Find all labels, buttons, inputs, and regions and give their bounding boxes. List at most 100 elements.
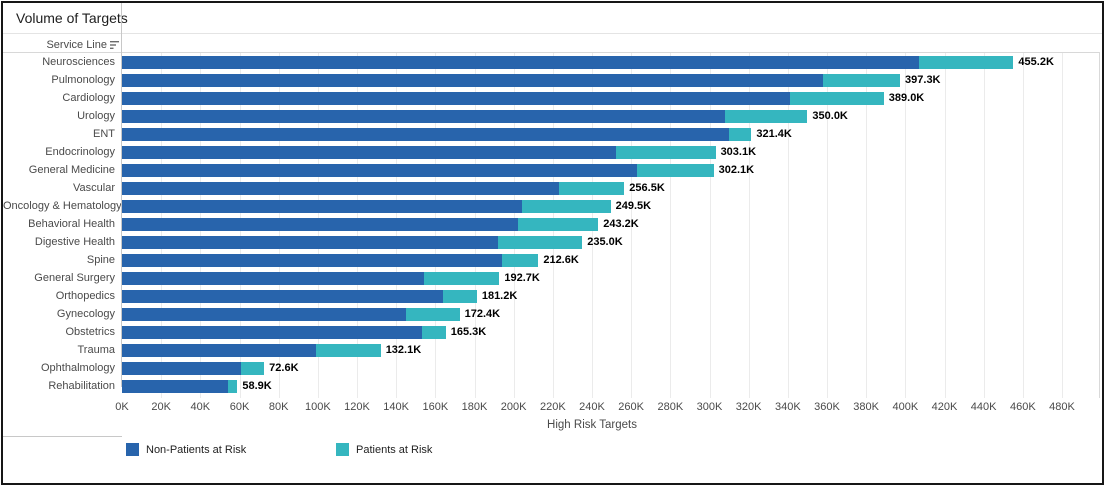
bar-segment-non-patients[interactable]: [122, 254, 502, 267]
stacked-bar: 389.0K: [122, 92, 924, 105]
x-tick-label: 300K: [696, 401, 723, 413]
gridline: [787, 53, 789, 398]
bar-segment-patients[interactable]: [521, 200, 611, 213]
category-label[interactable]: Digestive Health: [34, 236, 115, 248]
stacked-bar: 181.2K: [122, 290, 517, 303]
bar-segment-non-patients[interactable]: [122, 110, 726, 123]
bar-segment-patients[interactable]: [919, 56, 1014, 69]
bar-segment-non-patients[interactable]: [122, 128, 730, 141]
x-tick-label: 160K: [422, 401, 449, 413]
x-tick-label: 400K: [892, 401, 919, 413]
category-label[interactable]: Pulmonology: [51, 74, 115, 86]
bar-segment-patients[interactable]: [315, 344, 381, 357]
category-label[interactable]: Behavioral Health: [28, 218, 115, 230]
category-label[interactable]: ENT: [93, 128, 115, 140]
bar-segment-patients[interactable]: [725, 110, 808, 123]
bar-row: Obstetrics 165.3K: [3, 324, 1099, 342]
bar-row: Trauma 132.1K: [3, 342, 1099, 360]
stacked-bar: 321.4K: [122, 128, 792, 141]
bar-segment-patients[interactable]: [443, 290, 477, 303]
category-label[interactable]: Oncology & Hematology: [3, 200, 122, 212]
x-tick-label: 340K: [774, 401, 801, 413]
chart-title: Volume of Targets: [16, 10, 128, 26]
category-label[interactable]: Trauma: [77, 344, 116, 356]
category-label[interactable]: Cardiology: [62, 92, 115, 104]
stacked-bar: 132.1K: [122, 344, 421, 357]
x-tick-label: 60K: [229, 401, 250, 413]
bar-segment-patients[interactable]: [423, 272, 500, 285]
x-tick-label: 280K: [657, 401, 684, 413]
legend-label: Non-Patients at Risk: [146, 443, 247, 456]
legend: Non-Patients at Risk Patients at Risk: [3, 443, 1102, 463]
bar-row: ENT 321.4K: [3, 126, 1099, 144]
bar-segment-non-patients[interactable]: [122, 200, 522, 213]
stacked-bar: 235.0K: [122, 236, 623, 249]
bar-segment-patients[interactable]: [729, 128, 752, 141]
bar-segment-non-patients[interactable]: [122, 380, 228, 393]
x-tick-label: 140K: [383, 401, 410, 413]
bar-segment-non-patients[interactable]: [122, 272, 424, 285]
bar-row: Endocrinology 303.1K: [3, 144, 1099, 162]
bar-segment-non-patients[interactable]: [122, 182, 559, 195]
bar-segment-non-patients[interactable]: [122, 164, 638, 177]
x-tick-label: 100K: [304, 401, 331, 413]
bar-segment-non-patients[interactable]: [122, 218, 518, 231]
sort-descending-icon[interactable]: [110, 40, 120, 50]
bar-total-label: 249.5K: [615, 200, 652, 212]
x-tick-label: 440K: [970, 401, 997, 413]
bar-segment-patients[interactable]: [241, 362, 265, 375]
bar-segment-non-patients[interactable]: [122, 74, 824, 87]
bar-segment-patients[interactable]: [405, 308, 460, 321]
bar-rows: Neurosciences 455.2K Pulmonology 397.3K Card…: [3, 54, 1099, 396]
bar-segment-patients[interactable]: [637, 164, 714, 177]
bar-segment-patients[interactable]: [501, 254, 539, 267]
bar-row: Spine 212.6K: [3, 252, 1099, 270]
category-label[interactable]: General Medicine: [28, 164, 115, 176]
category-label[interactable]: Neurosciences: [42, 56, 115, 68]
bar-segment-patients[interactable]: [615, 146, 716, 159]
category-label[interactable]: Gynecology: [56, 308, 115, 320]
x-tick-label: 20K: [151, 401, 171, 413]
category-label[interactable]: Endocrinology: [45, 146, 115, 158]
bar-segment-patients[interactable]: [558, 182, 625, 195]
bar-segment-non-patients[interactable]: [122, 344, 316, 357]
bar-total-label: 132.1K: [385, 344, 422, 356]
bar-segment-non-patients[interactable]: [122, 92, 790, 105]
category-label[interactable]: Ophthalmology: [41, 362, 115, 374]
bar-segment-non-patients[interactable]: [122, 308, 406, 321]
bar-total-label: 58.9K: [242, 380, 272, 392]
category-label[interactable]: Vascular: [73, 182, 115, 194]
bar-segment-non-patients[interactable]: [122, 362, 242, 375]
stacked-bar: 172.4K: [122, 308, 500, 321]
bar-segment-patients[interactable]: [789, 92, 884, 105]
category-label[interactable]: Orthopedics: [55, 290, 115, 302]
bar-total-label: 256.5K: [629, 182, 665, 194]
bar-segment-patients[interactable]: [421, 326, 446, 339]
bar-segment-non-patients[interactable]: [122, 236, 498, 249]
bar-segment-patients[interactable]: [227, 380, 238, 393]
gridline: [1022, 53, 1024, 398]
category-label[interactable]: Rehabilitation: [48, 380, 115, 392]
bar-segment-non-patients[interactable]: [122, 146, 616, 159]
bar-segment-patients[interactable]: [823, 74, 901, 87]
row-header-service-line[interactable]: Service Line: [3, 39, 122, 55]
bar-total-label: 303.1K: [720, 146, 757, 158]
gridline: [670, 53, 672, 398]
x-tick-label: 240K: [579, 401, 605, 413]
bar-segment-non-patients[interactable]: [122, 326, 422, 339]
legend-item-patients[interactable]: Patients at Risk: [336, 443, 432, 456]
category-label[interactable]: Spine: [86, 254, 115, 266]
legend-item-non-patients[interactable]: Non-Patients at Risk: [126, 443, 246, 456]
category-label[interactable]: General Surgery: [34, 272, 115, 284]
stacked-bar: 212.6K: [122, 254, 579, 267]
bar-segment-patients[interactable]: [517, 218, 599, 231]
bar-segment-non-patients[interactable]: [122, 56, 920, 69]
category-label[interactable]: Urology: [77, 110, 115, 122]
bar-row: Orthopedics 181.2K: [3, 288, 1099, 306]
stacked-bar: 72.6K: [122, 362, 299, 375]
category-label[interactable]: Obstetrics: [65, 326, 115, 338]
x-tick-label: 260K: [618, 401, 645, 413]
bar-segment-non-patients[interactable]: [122, 290, 444, 303]
bar-segment-patients[interactable]: [498, 236, 583, 249]
